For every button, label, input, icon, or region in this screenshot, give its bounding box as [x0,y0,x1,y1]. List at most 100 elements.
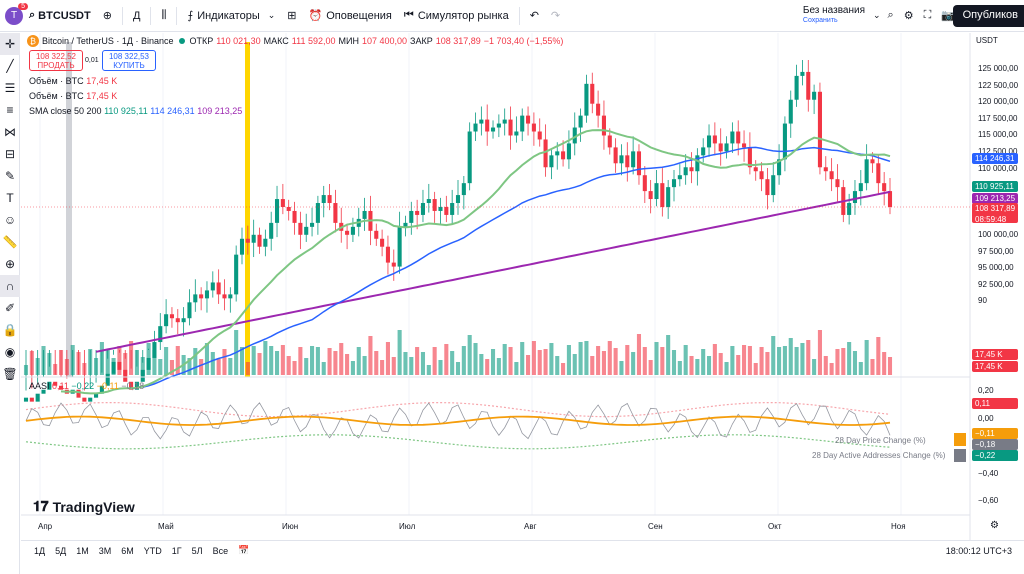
volume-legend-1[interactable]: Объём · BTC 17,45 K [29,76,118,86]
chart-grid [39,33,902,515]
range-5d[interactable]: 5Д [55,545,67,556]
volume-bar [555,356,560,375]
projection-tool[interactable]: ⊟ [0,143,20,165]
candle-body [181,318,186,323]
indicators-button[interactable]: ⨍ Индикаторы ⌄ [187,9,276,23]
sell-button[interactable]: 108 322,52 ПРОДАТЬ [29,50,83,71]
candle-body [876,163,881,184]
volume-bar [887,357,893,375]
volume-bar [216,359,221,375]
range-all[interactable]: Все [212,545,229,556]
snapshot-button[interactable]: 📷 [936,0,960,32]
volume-bar [671,350,677,375]
volume-bar [193,348,198,375]
volume-bar [742,345,747,375]
candle-body [473,123,478,132]
text-tool[interactable]: T [0,187,20,209]
delete-tool[interactable]: 🗑 [0,363,20,385]
volume-bar [660,347,665,375]
currency-label[interactable]: USDT [976,36,998,45]
volume-legend-2[interactable]: Объём · BTC 17,45 K [29,91,118,101]
symbol-title[interactable]: Bitcoin / TetherUS · 1Д · Binance [42,36,174,46]
range-3m[interactable]: 3М [98,545,112,556]
brush-tool[interactable]: ✎ [0,165,20,187]
candle-body [531,123,536,132]
quick-search-button[interactable]: ⌕ [883,0,899,32]
volume-bar [105,349,110,375]
candle-body [350,226,355,235]
volume-bar [508,347,513,375]
trendline-tool[interactable]: ╱ [0,55,20,77]
candle-body [280,199,285,207]
range-1y[interactable]: 1Г [171,545,182,556]
undo-button[interactable]: ↶ [524,0,545,32]
time-label: Июн [282,522,299,531]
chart-type-button[interactable]: ⫼ [155,0,172,32]
volume-bar [333,351,338,375]
range-1d[interactable]: 1Д [34,545,46,556]
volume-bar [444,344,449,375]
layout-menu-button[interactable]: ⌄ [871,0,883,32]
date-range-icon[interactable]: 📅 [238,545,250,555]
lock-tool[interactable]: 🔒 [0,319,20,341]
candle-body [607,135,612,148]
clock[interactable]: 18:00:12 UTC+3 [945,545,1012,556]
aasi-legend[interactable]: AASI 0,11 −0,22 −0,11 −0,18 [29,381,145,391]
redo-button[interactable]: ↷ [545,0,566,32]
tag-close-price: 108 317,89 08:59:48 [972,203,1018,224]
scale-settings-icon[interactable]: ⚙ [990,520,999,531]
candle-body [269,222,274,239]
candle-body [718,143,723,152]
candle-body [391,262,396,267]
candle-body [123,369,128,382]
range-5y[interactable]: 5Л [191,545,203,556]
candle-body [806,71,811,100]
settings-button[interactable]: ⚙ [899,0,919,32]
layouts-button[interactable]: ⊞ [281,0,302,32]
volume-bar [771,336,776,375]
pattern-tool[interactable]: ⋈ [0,121,20,143]
tradingview-logo[interactable]: 𝟏𝟕 TradingView [33,498,135,515]
compare-add-button[interactable]: ⊕ [97,0,118,32]
range-1m[interactable]: 1М [76,545,89,556]
volume-bar [648,360,653,375]
candle-body [724,143,729,152]
alarm-clock-icon: ⏰ [308,10,323,22]
candle-body [35,393,40,402]
fullscreen-button[interactable]: ⛶ [919,0,937,32]
candle-body [858,183,863,192]
ruler-tool[interactable]: 📏 [0,231,20,253]
hide-tool[interactable]: ◉ [0,341,20,363]
candle-body [677,175,682,180]
replay-button[interactable]: ⏮ Симулятор рынка [403,9,509,22]
emoji-tool[interactable]: ☺ [0,209,20,231]
interval-button[interactable]: Д [132,9,141,22]
range-6m[interactable]: 6М [121,545,134,556]
candle-body [23,397,29,402]
highlight-bar-yellow [245,42,250,377]
alerts-button[interactable]: ⏰ Оповещения [308,9,392,23]
publish-button[interactable]: Опубликов [952,5,1024,27]
sma-legend[interactable]: SMA close 50 200 110 925,11 114 246,31 1… [29,106,243,116]
symbol-search-button[interactable]: ⌕ BTCUSDT [29,9,91,22]
crosshair-tool[interactable]: ✛ [0,33,20,55]
layout-name-button[interactable]: Без названия Сохранить [802,4,865,24]
volume-bar [642,347,647,375]
candle-body [304,226,309,235]
zoom-tool[interactable]: ⊕ [0,253,20,275]
candle-body [671,179,677,188]
magnet-tool[interactable]: ∩ [0,275,20,297]
volume-bar [823,356,828,375]
stay-drawing-tool[interactable]: ✐ [0,297,20,319]
range-ytd[interactable]: YTD [143,545,162,556]
candle-body [736,131,741,144]
fib-tool[interactable]: ☰ [0,77,20,99]
candle-body [164,314,169,327]
candle-body [549,155,554,168]
candle-body [777,159,782,176]
channel-tool[interactable]: ≡ [0,99,20,121]
aasi-axis-label: 0,00 [978,414,994,423]
buy-button[interactable]: 108 322,53 КУПИТЬ [102,50,156,71]
